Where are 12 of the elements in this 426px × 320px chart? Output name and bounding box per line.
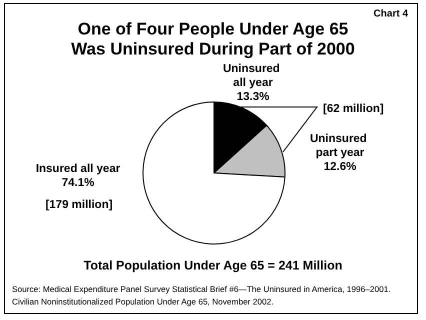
chart-title: One of Four People Under Age 65 Was Uninsured During Part of 2000 [71, 20, 355, 58]
slice-label: Insured all year [36, 163, 121, 175]
text: [62 million] [323, 102, 384, 115]
text: [179 million] [45, 198, 113, 211]
data-label: 13.3% [236, 91, 270, 103]
source-note: Source: Medical Expenditure Panel Survey Statistical Brief #6—The Uninsured in America, 1996–2001. Civilian Noninstitutionalized Population Under Age 65, November 2002. [12, 284, 393, 306]
text: Total Population Under Age 65 = 241 Million [84, 258, 342, 272]
data-label: 12.6% [324, 161, 356, 173]
slice-label: Uninsured all year [222, 63, 284, 89]
caption: Chart 4 [374, 8, 408, 20]
data-label: 74.1% [62, 177, 94, 189]
slice-label: Uninsured part year [310, 133, 370, 159]
